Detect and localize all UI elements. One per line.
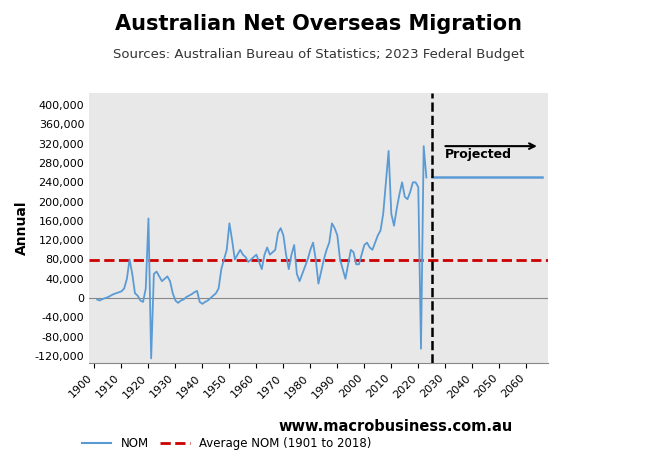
Text: BUSINESS: BUSINESS	[564, 62, 647, 77]
NOM	[147, 355, 155, 361]
NOM	[363, 240, 371, 245]
NOM	[131, 291, 139, 296]
Line: NOM: NOM	[97, 146, 426, 358]
NOM	[125, 257, 133, 262]
NOM	[420, 143, 428, 149]
NOM	[239, 252, 247, 257]
NOM	[112, 291, 120, 296]
Y-axis label: Annual: Annual	[15, 201, 29, 256]
Text: MACRO: MACRO	[576, 34, 636, 49]
Text: Sources: Australian Bureau of Statistics; 2023 Federal Budget: Sources: Australian Bureau of Statistics…	[113, 48, 524, 61]
NOM	[93, 297, 101, 302]
NOM	[422, 175, 430, 180]
Text: www.macrobusiness.com.au: www.macrobusiness.com.au	[279, 419, 513, 434]
Text: Projected: Projected	[446, 148, 512, 161]
Text: Australian Net Overseas Migration: Australian Net Overseas Migration	[115, 14, 522, 34]
Legend: NOM, Average NOM (1901 to 2018): NOM, Average NOM (1901 to 2018)	[77, 432, 377, 454]
NOM	[190, 290, 198, 295]
